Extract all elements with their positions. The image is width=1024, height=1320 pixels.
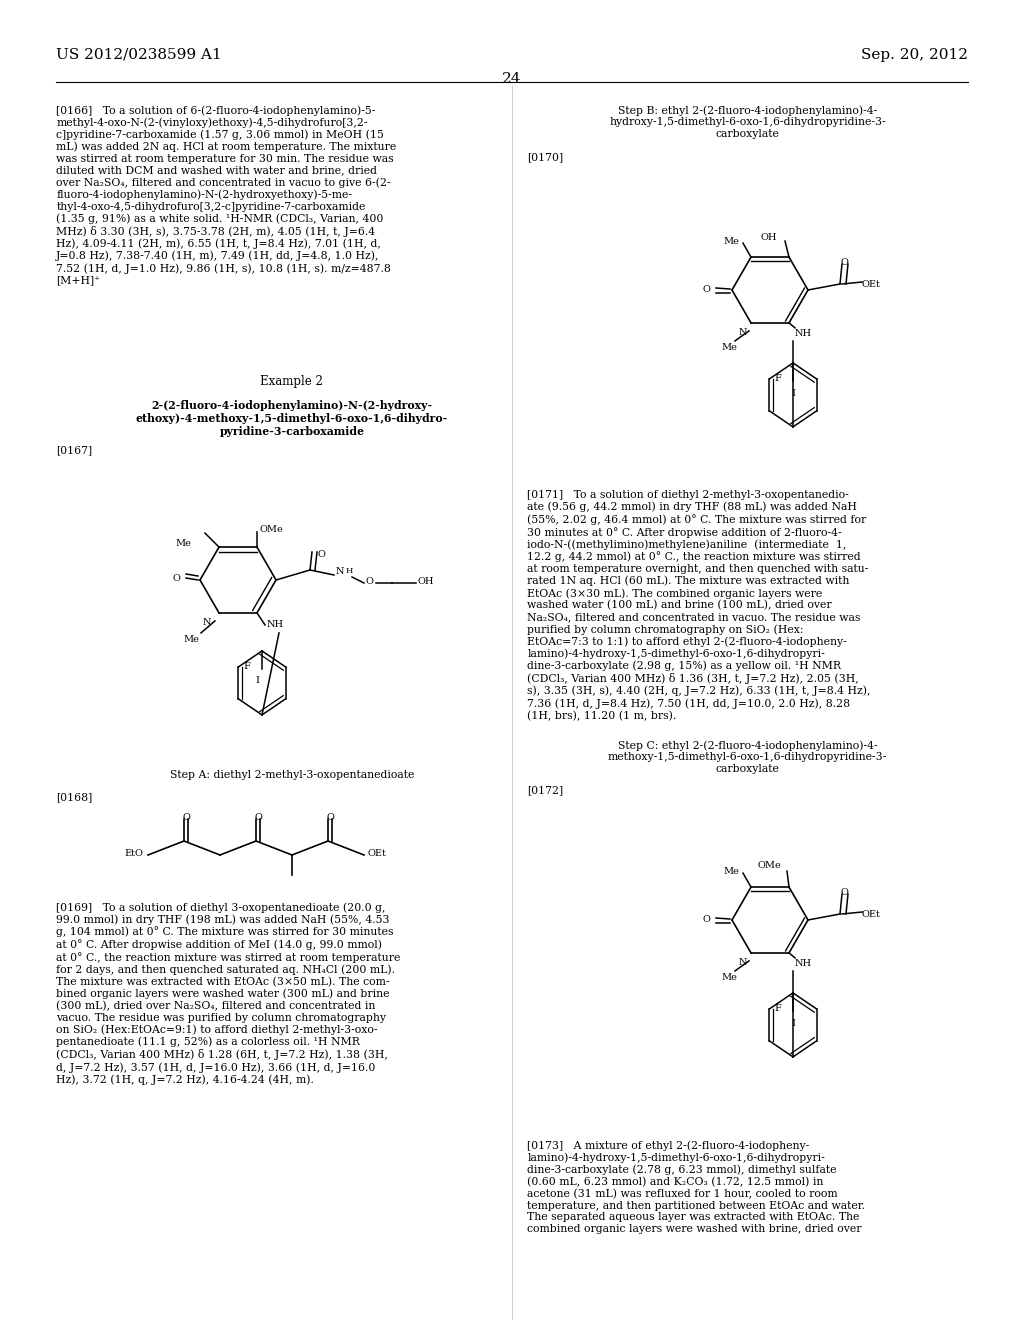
Text: [0166]   To a solution of 6-(2-fluoro-4-iodophenylamino)-5-
methyl-4-oxo-N-(2-(v: [0166] To a solution of 6-(2-fluoro-4-io… xyxy=(56,106,396,285)
Text: O: O xyxy=(840,888,848,898)
Text: Example 2: Example 2 xyxy=(260,375,324,388)
Text: [0172]: [0172] xyxy=(527,785,563,795)
Text: F: F xyxy=(774,374,781,383)
Text: N: N xyxy=(203,618,211,627)
Text: Me: Me xyxy=(175,539,191,548)
Text: Sep. 20, 2012: Sep. 20, 2012 xyxy=(861,48,968,62)
Text: OEt: OEt xyxy=(862,909,881,919)
Text: Me: Me xyxy=(721,343,737,352)
Text: H: H xyxy=(346,568,353,576)
Text: Me: Me xyxy=(183,635,199,644)
Text: 24: 24 xyxy=(502,73,522,86)
Text: I: I xyxy=(255,676,259,685)
Text: [0169]   To a solution of diethyl 3-oxopentanedioate (20.0 g,
99.0 mmol) in dry : [0169] To a solution of diethyl 3-oxopen… xyxy=(56,902,400,1085)
Text: O: O xyxy=(172,574,180,583)
Text: [0171]   To a solution of diethyl 2-methyl-3-oxopentanedio-
ate (9.56 g, 44.2 mm: [0171] To a solution of diethyl 2-methyl… xyxy=(527,490,870,721)
Text: N: N xyxy=(738,327,748,337)
Text: Me: Me xyxy=(723,238,739,246)
Text: OEt: OEt xyxy=(862,280,881,289)
Text: US 2012/0238599 A1: US 2012/0238599 A1 xyxy=(56,48,222,62)
Text: Step B: ethyl 2-(2-fluoro-4-iodophenylamino)-4-
hydroxy-1,5-dimethyl-6-oxo-1,6-d: Step B: ethyl 2-(2-fluoro-4-iodophenylam… xyxy=(609,106,886,139)
Text: O: O xyxy=(318,550,326,558)
Text: [0173]   A mixture of ethyl 2-(2-fluoro-4-iodopheny-
lamino)-4-hydroxy-1,5-dimet: [0173] A mixture of ethyl 2-(2-fluoro-4-… xyxy=(527,1140,865,1234)
Text: 2-(2-fluoro-4-iodophenylamino)-N-(2-hydroxy-
ethoxy)-4-methoxy-1,5-dimethyl-6-ox: 2-(2-fluoro-4-iodophenylamino)-N-(2-hydr… xyxy=(136,400,447,437)
Text: NH: NH xyxy=(795,329,812,338)
Text: Step A: diethyl 2-methyl-3-oxopentanedioate: Step A: diethyl 2-methyl-3-oxopentanedio… xyxy=(170,770,414,780)
Text: N: N xyxy=(336,568,344,576)
Text: NH: NH xyxy=(267,620,284,628)
Text: F: F xyxy=(774,1005,781,1012)
Text: OEt: OEt xyxy=(367,849,386,858)
Text: [0167]: [0167] xyxy=(56,445,92,455)
Text: NH: NH xyxy=(795,958,812,968)
Text: EtO: EtO xyxy=(124,849,143,858)
Text: O: O xyxy=(254,813,262,822)
Text: [0170]: [0170] xyxy=(527,152,563,162)
Text: OMe: OMe xyxy=(758,861,781,870)
Text: O: O xyxy=(702,915,710,924)
Text: O: O xyxy=(702,285,710,294)
Text: I: I xyxy=(791,389,795,397)
Text: O: O xyxy=(366,577,374,586)
Text: OMe: OMe xyxy=(259,525,283,535)
Text: N: N xyxy=(738,958,748,968)
Text: F: F xyxy=(244,661,250,671)
Text: Me: Me xyxy=(723,867,739,876)
Text: OH: OH xyxy=(761,234,777,242)
Text: Me: Me xyxy=(721,973,737,982)
Text: Step C: ethyl 2-(2-fluoro-4-iodophenylamino)-4-
methoxy-1,5-dimethyl-6-oxo-1,6-d: Step C: ethyl 2-(2-fluoro-4-iodophenylam… xyxy=(608,741,887,774)
Text: O: O xyxy=(182,813,189,822)
Text: O: O xyxy=(840,257,848,267)
Text: O: O xyxy=(326,813,334,822)
Text: I: I xyxy=(791,1019,795,1028)
Text: OH: OH xyxy=(418,577,434,586)
Text: [0168]: [0168] xyxy=(56,792,92,803)
